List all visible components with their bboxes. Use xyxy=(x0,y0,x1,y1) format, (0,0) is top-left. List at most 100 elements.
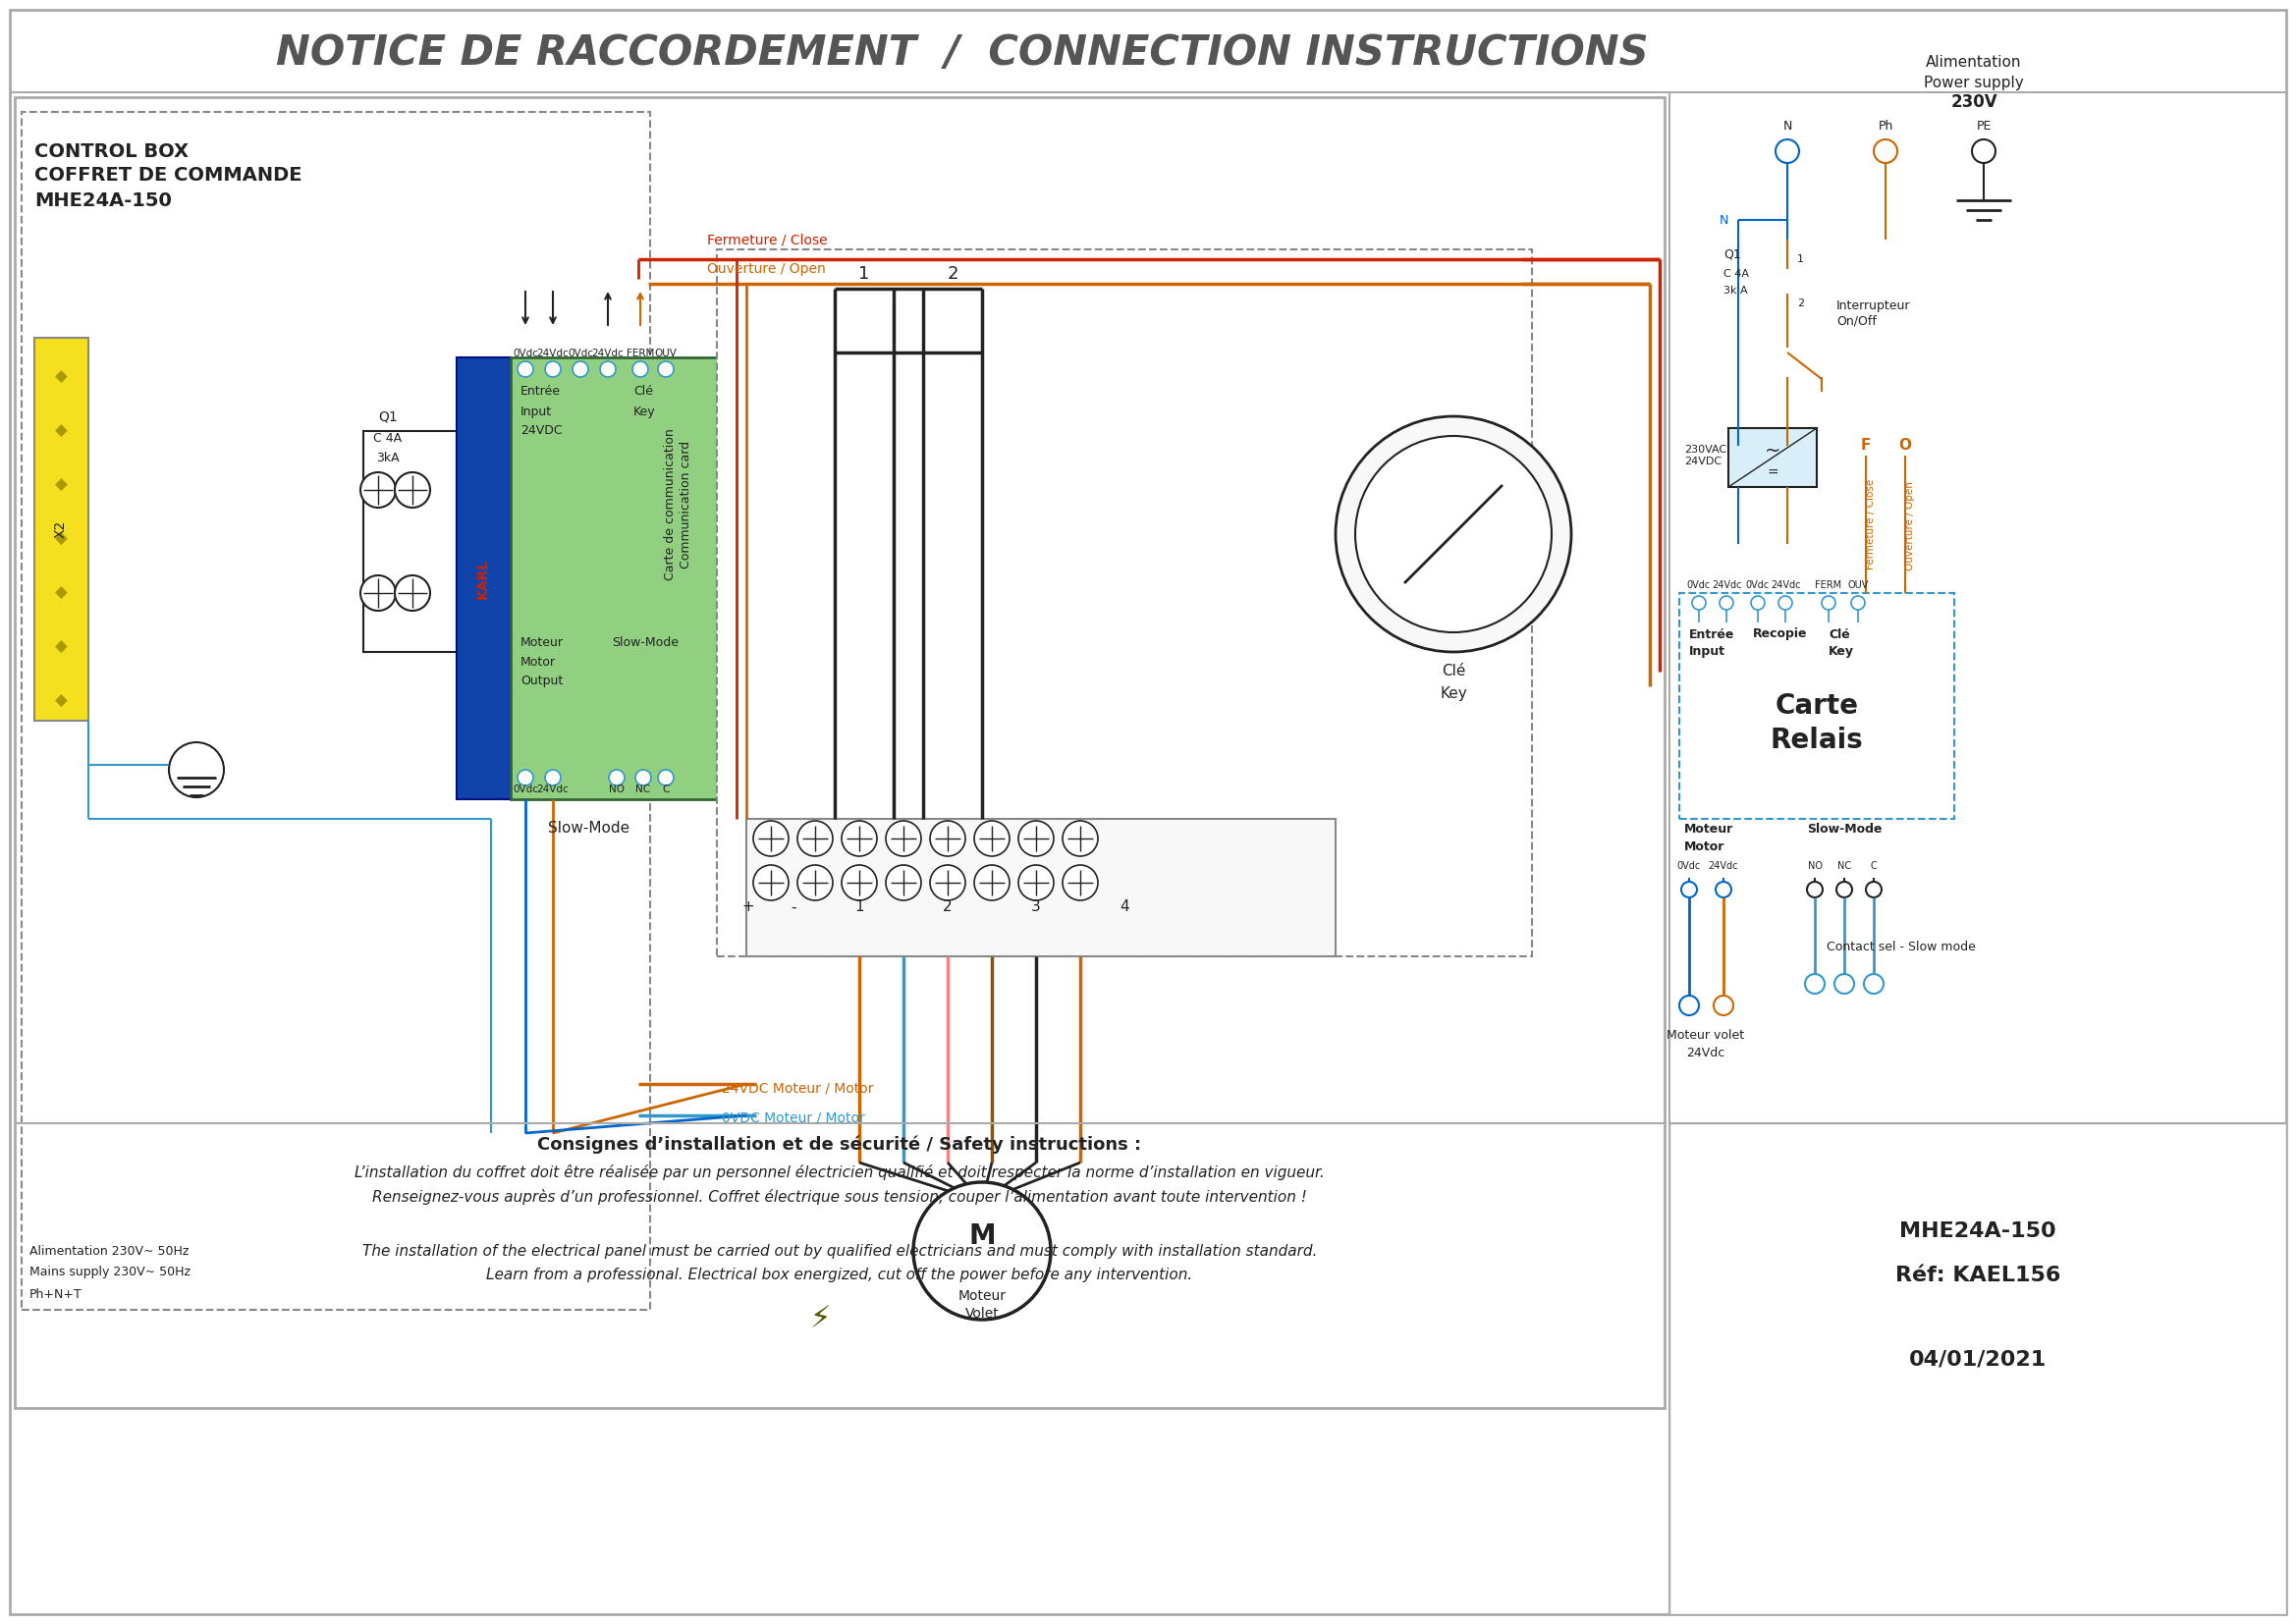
Circle shape xyxy=(1752,596,1766,609)
FancyBboxPatch shape xyxy=(746,818,1336,957)
Circle shape xyxy=(1720,596,1733,609)
FancyBboxPatch shape xyxy=(1729,429,1816,487)
Text: 230V: 230V xyxy=(1952,93,1998,110)
FancyBboxPatch shape xyxy=(14,97,1665,1408)
Circle shape xyxy=(1807,882,1823,898)
Text: 0Vdc: 0Vdc xyxy=(512,784,537,794)
Circle shape xyxy=(572,361,588,377)
Text: Relais: Relais xyxy=(1770,726,1864,754)
Text: Input: Input xyxy=(521,404,551,417)
Circle shape xyxy=(395,575,429,611)
Text: PE: PE xyxy=(1977,120,1991,133)
Text: ◆: ◆ xyxy=(55,369,67,387)
Circle shape xyxy=(1864,974,1883,994)
Text: 24Vdc: 24Vdc xyxy=(592,349,625,359)
Text: Recopie: Recopie xyxy=(1752,628,1807,640)
Text: 4: 4 xyxy=(1120,900,1130,914)
Text: 1: 1 xyxy=(854,900,863,914)
Text: 0Vdc: 0Vdc xyxy=(567,349,592,359)
Text: CONTROL BOX: CONTROL BOX xyxy=(34,141,188,161)
Text: KARL: KARL xyxy=(475,559,489,599)
Text: NO: NO xyxy=(1807,861,1823,870)
Text: Output: Output xyxy=(521,676,563,689)
Text: FERM: FERM xyxy=(627,349,654,359)
Text: 2: 2 xyxy=(944,900,953,914)
Text: Moteur: Moteur xyxy=(1685,822,1733,835)
Text: Ph+N+T: Ph+N+T xyxy=(30,1288,83,1301)
Circle shape xyxy=(886,866,921,900)
Text: ◆: ◆ xyxy=(55,585,67,603)
Circle shape xyxy=(1063,820,1097,856)
Text: Moteur volet: Moteur volet xyxy=(1667,1028,1745,1041)
Text: Learn from a professional. Electrical box energized, cut off the power before an: Learn from a professional. Electrical bo… xyxy=(487,1268,1194,1283)
Text: 0Vdc: 0Vdc xyxy=(1688,580,1711,590)
Text: Réf: KAEL156: Réf: KAEL156 xyxy=(1894,1265,2060,1285)
Text: Fermeture / Close: Fermeture / Close xyxy=(707,232,827,247)
Text: Alimentation 230V~ 50Hz: Alimentation 230V~ 50Hz xyxy=(30,1244,188,1257)
Circle shape xyxy=(1715,882,1731,898)
Text: Clé: Clé xyxy=(1442,664,1465,679)
Text: C: C xyxy=(661,784,670,794)
Text: 2: 2 xyxy=(1798,299,1805,309)
Text: Moteur: Moteur xyxy=(521,635,565,648)
Text: Slow-Mode: Slow-Mode xyxy=(611,635,680,648)
FancyBboxPatch shape xyxy=(1669,1124,2287,1614)
Circle shape xyxy=(930,820,964,856)
Text: +: + xyxy=(742,900,755,914)
Text: Key: Key xyxy=(1440,685,1467,700)
Text: COFFRET DE COMMANDE: COFFRET DE COMMANDE xyxy=(34,166,303,185)
Text: Ouverture / Open: Ouverture / Open xyxy=(1906,482,1915,572)
Circle shape xyxy=(1835,974,1855,994)
Circle shape xyxy=(753,820,788,856)
Text: Fermeture / Close: Fermeture / Close xyxy=(1867,479,1876,570)
Circle shape xyxy=(1063,866,1097,900)
Circle shape xyxy=(914,1182,1052,1320)
Circle shape xyxy=(797,866,833,900)
FancyBboxPatch shape xyxy=(21,112,650,1311)
Circle shape xyxy=(517,770,533,786)
FancyBboxPatch shape xyxy=(716,250,1531,957)
Text: 3kA: 3kA xyxy=(377,451,400,464)
Circle shape xyxy=(1355,435,1552,632)
Circle shape xyxy=(395,473,429,508)
Circle shape xyxy=(599,361,615,377)
Text: 24Vdc: 24Vdc xyxy=(1770,580,1800,590)
Text: Q1: Q1 xyxy=(379,409,397,424)
Circle shape xyxy=(753,866,788,900)
Polygon shape xyxy=(746,1202,893,1389)
Text: Power supply: Power supply xyxy=(1924,75,2023,89)
Text: Carte de communication
Communication card: Carte de communication Communication car… xyxy=(664,429,691,581)
Text: 24Vdc: 24Vdc xyxy=(537,349,569,359)
Text: Renseignez-vous auprès d’un professionnel. Coffret électrique sous tension, coup: Renseignez-vous auprès d’un professionne… xyxy=(372,1189,1306,1205)
Circle shape xyxy=(974,820,1010,856)
Circle shape xyxy=(631,361,647,377)
Text: NC: NC xyxy=(636,784,650,794)
Text: Entrée: Entrée xyxy=(521,385,560,398)
Text: NC: NC xyxy=(1837,861,1851,870)
Circle shape xyxy=(360,473,395,508)
Text: The installation of the electrical panel must be carried out by qualified electr: The installation of the electrical panel… xyxy=(363,1244,1318,1259)
FancyBboxPatch shape xyxy=(1678,593,1954,818)
Text: ~: ~ xyxy=(1766,442,1782,460)
Text: 3k A: 3k A xyxy=(1724,286,1747,296)
Circle shape xyxy=(1678,996,1699,1015)
Text: Ouverture / Open: Ouverture / Open xyxy=(707,261,827,276)
Circle shape xyxy=(1821,596,1835,609)
Text: ◆: ◆ xyxy=(55,529,67,547)
Circle shape xyxy=(544,770,560,786)
Circle shape xyxy=(1775,140,1800,162)
Text: 24Vdc: 24Vdc xyxy=(1708,861,1738,870)
Text: Carte: Carte xyxy=(1775,692,1857,719)
Text: Slow-Mode: Slow-Mode xyxy=(549,822,629,836)
Circle shape xyxy=(1779,596,1793,609)
Text: Key: Key xyxy=(634,404,657,417)
Text: FERM: FERM xyxy=(1816,580,1841,590)
Text: 3: 3 xyxy=(1031,900,1040,914)
Circle shape xyxy=(843,820,877,856)
Text: 2: 2 xyxy=(946,265,957,283)
Text: 1: 1 xyxy=(859,265,870,283)
Text: L’installation du coffret doit être réalisée par un personnel électricien qualif: L’installation du coffret doit être réal… xyxy=(354,1164,1325,1181)
Circle shape xyxy=(1972,140,1995,162)
Text: Contact sel - Slow mode: Contact sel - Slow mode xyxy=(1828,940,1977,953)
Text: 24VDC: 24VDC xyxy=(521,424,563,437)
